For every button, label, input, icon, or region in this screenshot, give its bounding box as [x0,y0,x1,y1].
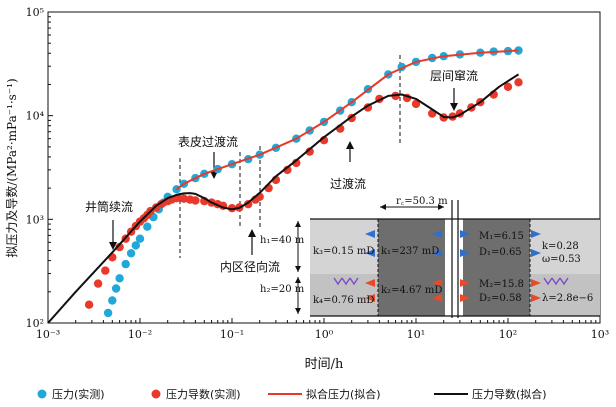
annotation-skin-transition: 表皮过渡流 [178,134,238,149]
x-tick-label: 10² [499,328,517,341]
x-tick-label: 10¹ [407,328,425,341]
reservoir-inset: h₁=40 m h₂=20 m r꜀=50.3 m k₃=0.15 mD k₁=… [260,196,600,318]
inset-h2: h₂=20 m [260,284,305,295]
annotation-wellbore-storage: 井筒续流 [85,199,133,214]
data-point [101,266,110,275]
data-point [131,241,140,250]
inset-m1: M₁=6.15 [479,231,524,242]
data-point [121,259,130,269]
tick-layer: 10⁻³ 10⁻² 10⁻¹ 10⁰ 10¹ 10² 10³ 10² 10³ 10⁴ 10⁵ [26,6,610,341]
inset-m2: M₂=15.8 [479,279,524,290]
data-point [84,300,94,309]
y-tick-label: 10² [26,317,44,330]
x-tick-label: 10⁰ [315,328,334,341]
annotation-inner-radial: 内区径向流 [220,259,280,274]
x-axis-label: 时间/h [305,357,344,372]
inset-k: k=0.28 [542,241,579,252]
inset-lambda: λ=2.8e−6 [542,293,593,304]
x-tick-label: 10⁻¹ [220,328,244,341]
legend-marker-derivative-measured [151,389,161,399]
data-point [135,234,145,243]
data-point [126,249,136,258]
annotation-crossflow: 层间窜流 [430,68,478,83]
data-point [179,194,189,203]
y-tick-label: 10³ [26,213,44,226]
data-point [108,296,117,305]
inset-d1: D₁=0.65 [479,247,522,258]
inset-k2: k₂=4.67 mD [381,285,442,296]
legend-marker-pressure-measured [37,389,47,399]
data-point [93,279,103,288]
series-3-line [47,73,520,324]
y-tick-label: 10⁴ [26,110,45,123]
annotation-transition: 过渡流 [330,176,366,191]
series-layer [47,46,523,324]
data-point [143,222,152,231]
x-tick-label: 10³ [591,328,609,341]
data-point [411,99,421,109]
series-2-line [175,49,519,191]
legend-label-derivative-measured: 压力导数(实测) [166,387,241,401]
inset-omega: ω=0.53 [542,254,581,265]
data-point [111,284,121,293]
inset-d2: D₂=0.58 [479,293,522,304]
data-point [115,274,124,283]
data-point [514,78,523,87]
inset-k3: k₃=0.15 mD [313,246,374,257]
legend-label-derivative-fit: 压力导数(拟合) [472,387,547,401]
legend-label-pressure-fit: 拟合压力(拟合) [306,387,381,401]
x-tick-label: 10⁻² [128,328,152,341]
data-point [305,147,314,156]
annotation-arrows [109,88,458,255]
inset-k4: k₄=0.76 mD [313,295,374,306]
legend: 压力(实测) 压力导数(实测) 拟合压力(拟合) 压力导数(拟合) [37,387,547,401]
inset-rc: r꜀=50.3 m [396,196,448,207]
y-axis-label: 拟压力及导数/(MPa²·mPa⁻¹·s⁻¹) [4,78,19,257]
inset-k1: k₁=237 mD [381,246,439,257]
x-tick-label: 10⁻³ [36,328,60,341]
data-point [503,82,513,92]
inset-h1: h₁=40 m [260,235,305,246]
data-point [227,204,237,213]
data-point [115,242,124,252]
data-point [191,196,200,205]
y-tick-label: 10⁵ [26,6,44,19]
legend-label-pressure-measured: 压力(实测) [52,387,105,401]
data-point [103,308,113,318]
